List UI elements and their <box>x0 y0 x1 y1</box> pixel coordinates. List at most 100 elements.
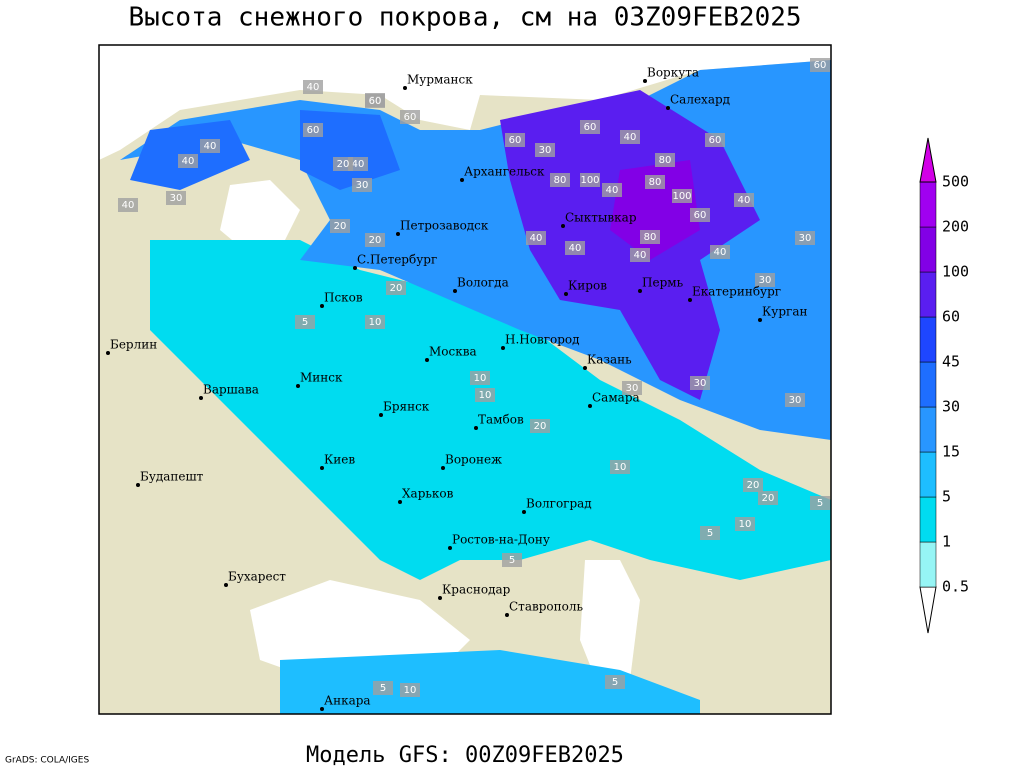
city-label: Казань <box>587 353 632 367</box>
city-dot <box>296 384 300 388</box>
colorbar-band <box>919 181 937 228</box>
colorbar-label: 200 <box>942 218 969 236</box>
colorbar-band <box>919 316 937 363</box>
city-dot <box>224 583 228 587</box>
city-dot <box>403 86 407 90</box>
colorbar-band <box>919 541 937 588</box>
city-label: Москва <box>429 345 477 359</box>
city-dot <box>106 351 110 355</box>
contour-label-box <box>734 193 754 207</box>
contour-label: 40 <box>530 233 543 244</box>
city-label: Бухарест <box>228 570 286 584</box>
contour-label: 40 <box>624 132 637 143</box>
contour-label-box <box>640 230 660 244</box>
caspian-sea <box>580 560 640 690</box>
contour-label-box <box>352 178 372 192</box>
contour-label-box <box>795 231 815 245</box>
city-dot <box>688 298 692 302</box>
city-dot <box>398 500 402 504</box>
contour-label-box <box>690 376 710 390</box>
colorbar-label: 1 <box>942 533 951 551</box>
map-frame <box>98 44 832 715</box>
snow-mid-high <box>130 110 400 190</box>
contour-label: 10 <box>739 519 752 530</box>
contour-label: 80 <box>554 175 567 186</box>
arctic-sea <box>99 45 831 160</box>
city-label: Волгоград <box>526 497 592 511</box>
colorbar-label: 60 <box>942 308 960 326</box>
contour-label-box <box>365 315 385 329</box>
contour-label-box <box>303 80 323 94</box>
contour-label: 80 <box>644 232 657 243</box>
contour-label: 40 <box>714 247 727 258</box>
contour-label-box <box>785 393 805 407</box>
city-dot <box>460 178 464 182</box>
city-dot <box>320 707 324 711</box>
contour-label-box <box>580 120 600 134</box>
contour-label-box <box>672 189 692 203</box>
colorbar-band <box>919 406 937 453</box>
colorbar-label: 30 <box>942 398 960 416</box>
city-label: Н.Новгород <box>505 333 580 347</box>
city-dot <box>353 266 357 270</box>
contour-label-box <box>118 198 138 212</box>
contour-label-box <box>526 231 546 245</box>
contour-label-box <box>535 143 555 157</box>
contour-label: 30 <box>694 378 707 389</box>
contour-label: 30 <box>799 233 812 244</box>
contour-label: 30 <box>356 180 369 191</box>
credit: GrADS: COLA/IGES <box>5 756 89 766</box>
contour-label: 20 <box>337 159 350 170</box>
contour-label-box <box>620 130 640 144</box>
contour-label: 10 <box>369 317 382 328</box>
city-dot <box>583 366 587 370</box>
city-label: Варшава <box>203 383 259 397</box>
colorbar-band <box>919 226 937 273</box>
contour-label-box <box>386 281 406 295</box>
contour-label-box <box>810 496 830 510</box>
city-dot <box>320 304 324 308</box>
colorbar-band <box>919 361 937 408</box>
city-label: Архангельск <box>464 165 545 179</box>
colorbar-label: 15 <box>942 443 960 461</box>
contour-label-box <box>178 154 198 168</box>
city-dot <box>396 232 400 236</box>
colorbar-label: 0.5 <box>942 578 969 596</box>
city-label: Харьков <box>402 487 454 501</box>
contour-label-box <box>505 133 525 147</box>
city-dot <box>474 426 478 430</box>
contour-label: 40 <box>182 156 195 167</box>
city-label: Минск <box>300 371 343 385</box>
contour-label: 5 <box>509 555 515 566</box>
contour-label: 60 <box>814 60 827 71</box>
contour-label-box <box>330 219 350 233</box>
contour-label-box <box>200 139 220 153</box>
contour-label: 20 <box>534 421 547 432</box>
contour-label: 100 <box>672 191 691 202</box>
contour-label: 5 <box>380 683 386 694</box>
contour-label: 10 <box>474 373 487 384</box>
city-label: Анкара <box>324 694 371 708</box>
contour-label-box <box>700 526 720 540</box>
contour-label-box <box>690 208 710 222</box>
contour-label-box <box>502 553 522 567</box>
contour-label: 60 <box>709 135 722 146</box>
snow-south <box>280 650 700 714</box>
contour-label-box <box>295 315 315 329</box>
city-label: Киев <box>324 453 355 467</box>
contour-label-box <box>705 133 725 147</box>
city-label: Петрозаводск <box>400 219 489 233</box>
colorbar-label: 45 <box>942 353 960 371</box>
contour-label: 20 <box>334 221 347 232</box>
city-dot <box>588 404 592 408</box>
snow-very-high <box>610 160 700 260</box>
contour-label: 100 <box>580 175 599 186</box>
baltic-sea <box>220 180 300 255</box>
city-label: Курган <box>762 305 807 319</box>
contour-label: 5 <box>707 528 713 539</box>
colorbar-top-triangle <box>919 137 937 183</box>
contour-label: 30 <box>759 275 772 286</box>
contour-label-box <box>303 123 323 137</box>
city-dot <box>564 292 568 296</box>
